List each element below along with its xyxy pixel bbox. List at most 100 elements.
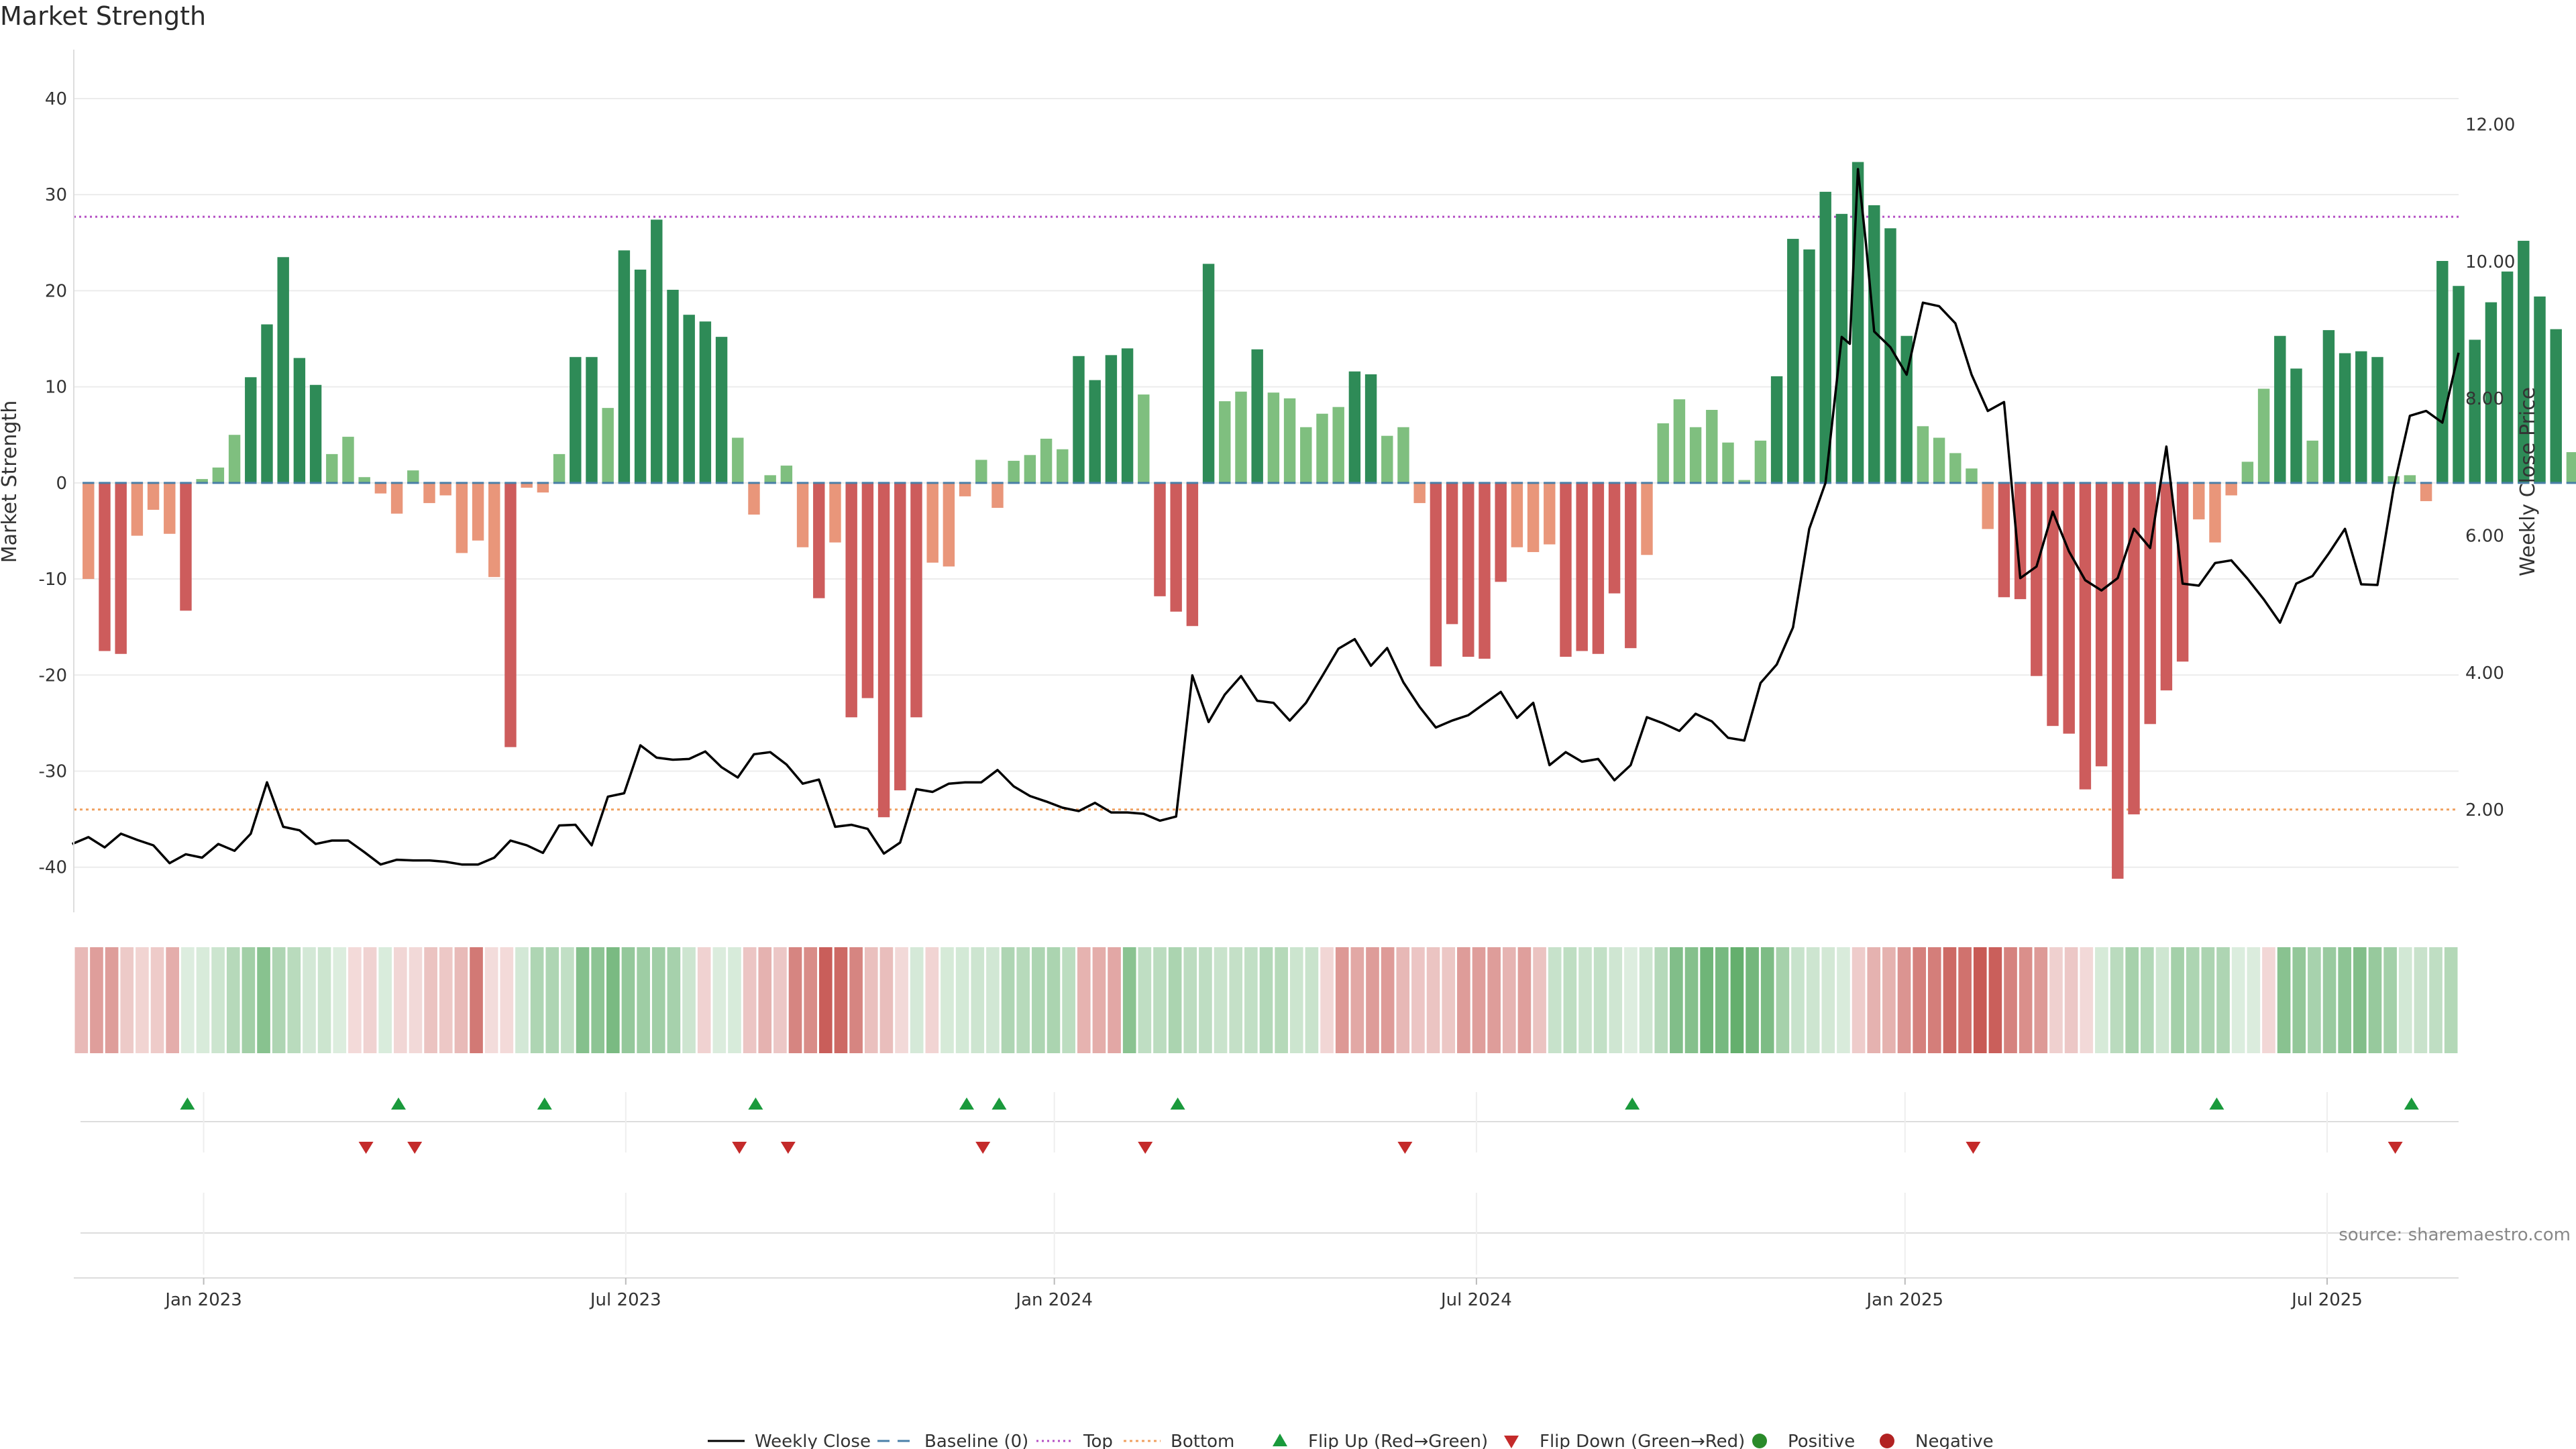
heat-cell bbox=[1548, 947, 1562, 1053]
strength-bar bbox=[1479, 482, 1491, 659]
strength-bar bbox=[1819, 191, 1831, 483]
heat-cell bbox=[651, 947, 665, 1053]
heat-cell bbox=[1153, 947, 1167, 1053]
heat-cell bbox=[317, 947, 331, 1053]
heat-cell bbox=[1062, 947, 1075, 1053]
legend-swatch-flip-up bbox=[1273, 1434, 1287, 1446]
heat-cell bbox=[2110, 947, 2124, 1053]
heat-cell bbox=[2444, 947, 2458, 1053]
strength-bar bbox=[2079, 482, 2092, 790]
heat-cell bbox=[333, 947, 347, 1053]
heat-cell bbox=[1259, 947, 1273, 1053]
strength-bar bbox=[1933, 437, 1945, 483]
strength-bar bbox=[1397, 427, 1409, 483]
strength-bar bbox=[1462, 482, 1474, 657]
heat-cell bbox=[378, 947, 392, 1053]
heat-cell bbox=[2231, 947, 2245, 1053]
strength-bar bbox=[2387, 476, 2400, 483]
strength-bar bbox=[293, 358, 306, 483]
heat-cell bbox=[1442, 947, 1456, 1053]
strength-bar bbox=[2290, 368, 2302, 483]
legend-label: Top bbox=[1083, 1432, 1113, 1449]
strength-bar bbox=[2176, 482, 2189, 662]
strength-bar bbox=[861, 482, 874, 698]
strength-bar bbox=[1868, 205, 1880, 483]
heat-cell bbox=[136, 947, 149, 1053]
heat-cell bbox=[849, 947, 863, 1053]
strength-bar bbox=[115, 482, 127, 654]
strength-bar bbox=[1446, 482, 1458, 625]
heat-cell bbox=[941, 947, 954, 1053]
heat-cell bbox=[712, 947, 727, 1053]
heat-cell bbox=[1077, 947, 1091, 1053]
heat-cell bbox=[955, 947, 969, 1053]
heat-cell bbox=[2064, 947, 2078, 1053]
strength-bar bbox=[1722, 442, 1734, 483]
legend-swatch-positive bbox=[1752, 1434, 1767, 1448]
heat-cell bbox=[1609, 947, 1623, 1053]
flip-down-marker bbox=[780, 1142, 796, 1154]
strength-bar bbox=[537, 482, 549, 493]
heat-cell bbox=[986, 947, 1000, 1053]
heat-cell bbox=[74, 947, 89, 1053]
heat-cell bbox=[1533, 947, 1546, 1053]
strength-bar bbox=[1544, 482, 1556, 545]
heat-cell bbox=[1578, 947, 1592, 1053]
strength-bar bbox=[1316, 413, 1328, 483]
strength-bar bbox=[261, 324, 273, 483]
heat-cell bbox=[181, 947, 195, 1053]
heat-cell bbox=[2414, 947, 2428, 1053]
y2-tick-label: 8.00 bbox=[2465, 389, 2504, 409]
strength-bar bbox=[2436, 261, 2449, 483]
strength-bar bbox=[1560, 482, 1572, 657]
y2-tick-label: 4.00 bbox=[2465, 663, 2504, 684]
legend-item: Bottom bbox=[1124, 1432, 1234, 1449]
heat-cell bbox=[1366, 947, 1379, 1053]
heat-cell bbox=[287, 947, 301, 1053]
heat-cell bbox=[363, 947, 377, 1053]
heat-cell bbox=[591, 947, 605, 1053]
heat-cell bbox=[1472, 947, 1486, 1053]
y-tick-label: 40 bbox=[45, 89, 67, 109]
strength-bar bbox=[99, 482, 111, 651]
strength-bar bbox=[423, 482, 435, 503]
strength-bar bbox=[1657, 423, 1669, 483]
strength-bar bbox=[2566, 452, 2576, 483]
strength-bar bbox=[472, 482, 484, 541]
heat-cell bbox=[1381, 947, 1395, 1053]
strength-bar bbox=[1430, 482, 1442, 667]
strength-bar bbox=[1576, 482, 1588, 651]
strength-bar bbox=[651, 219, 663, 483]
legend-item: Flip Down (Green→Red) bbox=[1504, 1432, 1745, 1449]
heat-cell bbox=[2262, 947, 2275, 1053]
x-tick-label: Jan 2025 bbox=[1866, 1290, 1944, 1310]
strength-bar bbox=[1689, 427, 1702, 483]
strength-bar bbox=[196, 479, 208, 483]
y-tick-label: 20 bbox=[45, 281, 67, 301]
heat-cell bbox=[2292, 947, 2306, 1053]
strength-bar bbox=[1008, 460, 1020, 483]
strength-bar bbox=[715, 337, 728, 483]
strength-bar bbox=[1982, 482, 1994, 529]
strength-bar bbox=[1024, 455, 1036, 483]
strength-bar bbox=[2193, 482, 2205, 520]
legend: Weekly Close Baseline (0) Top Bottom Flip Up… bbox=[708, 1432, 1994, 1449]
strength-bar bbox=[2306, 440, 2318, 483]
strength-bar bbox=[2063, 482, 2075, 734]
strength-bar bbox=[553, 453, 566, 483]
heat-cell bbox=[530, 947, 544, 1053]
heat-cell bbox=[1426, 947, 1440, 1053]
strength-bar bbox=[1527, 482, 1540, 552]
heat-cell bbox=[2429, 947, 2443, 1053]
heat-cell bbox=[1016, 947, 1030, 1053]
strength-bar bbox=[83, 482, 95, 580]
heat-cell bbox=[1670, 947, 1683, 1053]
heat-cell bbox=[257, 947, 270, 1053]
strength-bar bbox=[488, 482, 500, 578]
heat-cell bbox=[1122, 947, 1136, 1053]
flip-up-marker bbox=[2209, 1097, 2224, 1110]
strength-bar bbox=[2518, 240, 2530, 483]
heat-cell bbox=[819, 947, 833, 1053]
heat-cell bbox=[1289, 947, 1303, 1053]
strength-bar bbox=[2160, 482, 2173, 691]
